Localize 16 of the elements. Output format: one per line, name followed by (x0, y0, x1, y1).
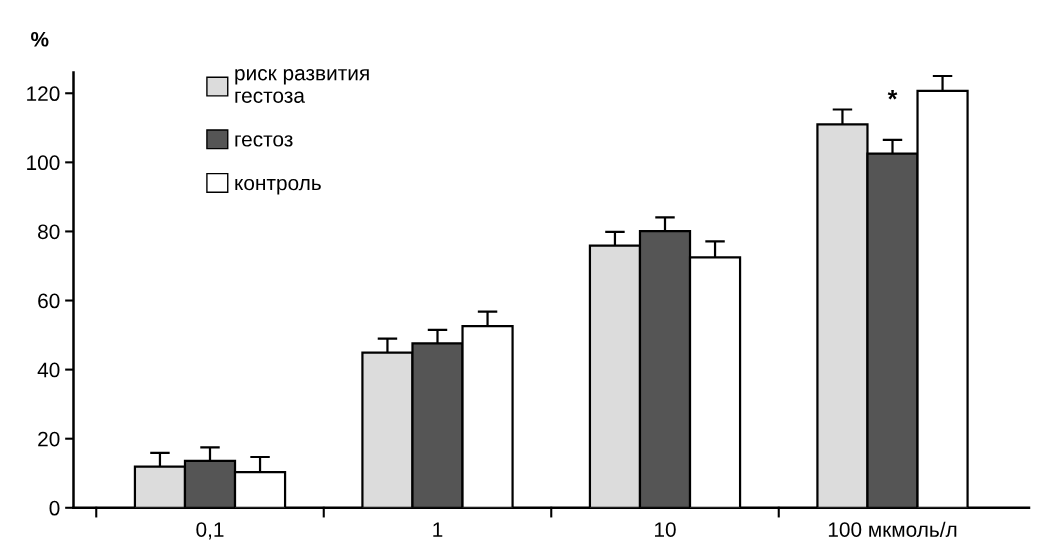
legend-label: гестоз (235, 135, 293, 147)
y-axis-title: % (31, 31, 49, 47)
x-tick-label: 100 мкмоль/л (828, 521, 957, 537)
y-tick-label: 40 (37, 362, 60, 378)
legend-label: контроль (235, 178, 321, 195)
x-tick-label: 0,1 (196, 522, 224, 540)
y-tick-label: 100 (27, 155, 60, 171)
x-tick-label: 10 (655, 522, 676, 537)
annotation: * (887, 90, 898, 100)
y-tick-label: 20 (38, 431, 60, 447)
x-tick-label: 1 (433, 522, 443, 537)
y-tick-label: 120 (27, 86, 60, 102)
y-tick-label: 80 (38, 224, 60, 240)
legend-label: риск развития гестоза (235, 69, 369, 103)
y-tick-label: 60 (38, 293, 60, 309)
y-tick-label: 0 (49, 500, 60, 516)
